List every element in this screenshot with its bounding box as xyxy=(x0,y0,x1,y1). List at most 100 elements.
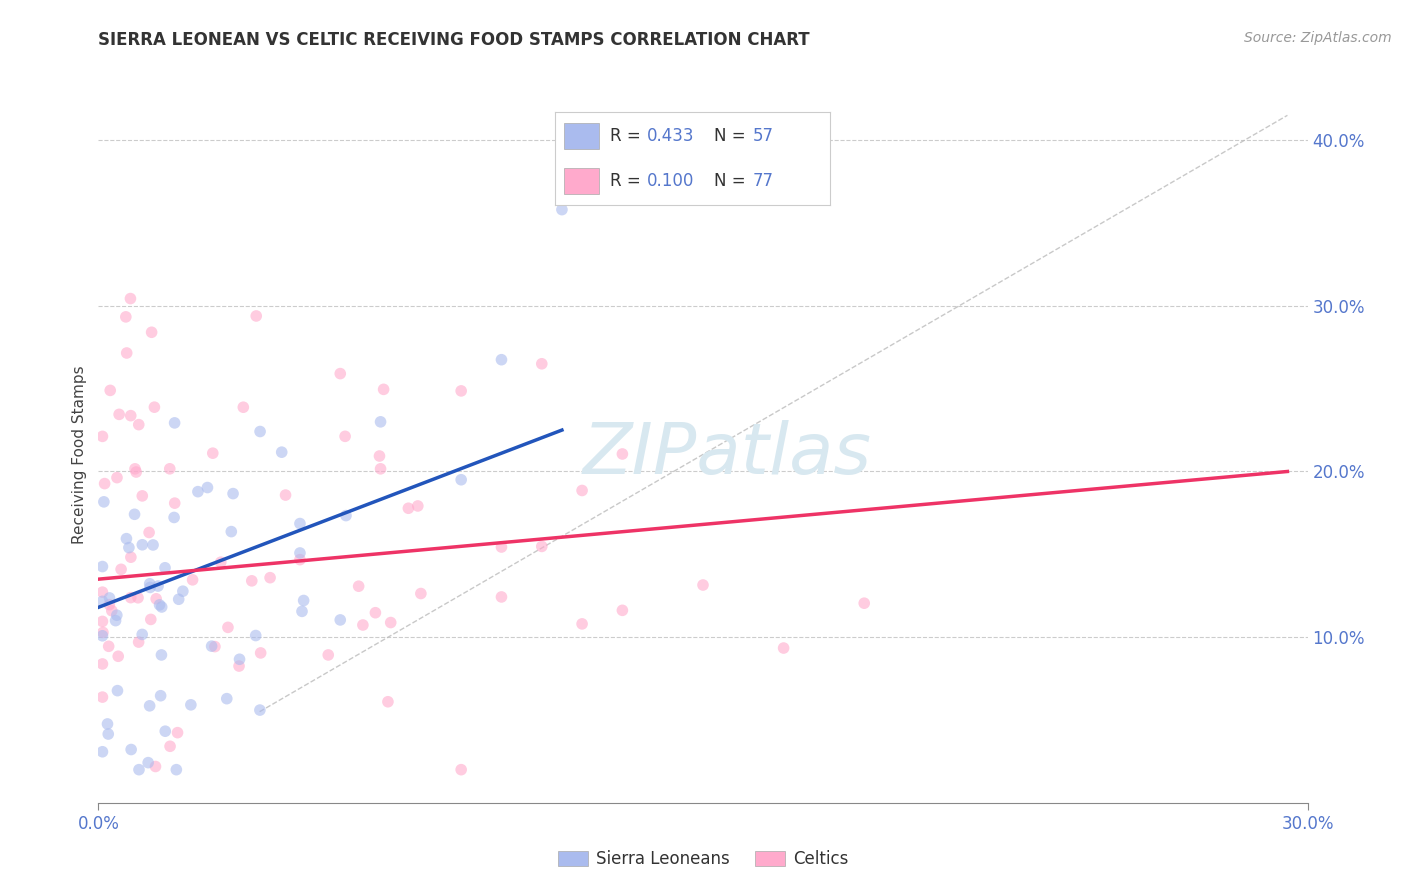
Point xyxy=(612,447,634,461)
Point xyxy=(335,508,357,523)
Point xyxy=(450,473,472,487)
Point xyxy=(93,495,115,509)
Point xyxy=(380,615,402,630)
Point xyxy=(288,552,311,566)
Point xyxy=(159,462,181,476)
Point xyxy=(333,429,356,443)
Point xyxy=(97,727,120,741)
Point xyxy=(142,538,165,552)
Point xyxy=(450,763,472,777)
Point xyxy=(131,538,153,552)
Point xyxy=(128,763,150,777)
Point xyxy=(114,310,136,324)
Point xyxy=(172,584,194,599)
Point xyxy=(352,618,374,632)
Point xyxy=(91,615,114,629)
Point xyxy=(128,635,150,649)
Point xyxy=(373,382,395,396)
Point xyxy=(259,571,281,585)
Point xyxy=(145,591,167,606)
Point xyxy=(138,576,160,591)
Point xyxy=(131,627,153,641)
Point xyxy=(551,202,574,217)
Point xyxy=(853,596,876,610)
Point xyxy=(201,446,224,460)
Point xyxy=(107,683,129,698)
Point xyxy=(124,508,146,522)
Point xyxy=(125,465,148,479)
Point xyxy=(249,703,271,717)
Point xyxy=(180,698,202,712)
Point xyxy=(181,573,204,587)
Point xyxy=(159,739,181,754)
Point xyxy=(150,648,173,662)
Point xyxy=(163,496,186,510)
Point xyxy=(104,614,127,628)
Point xyxy=(105,470,128,484)
Point xyxy=(146,579,169,593)
Point xyxy=(91,745,114,759)
Point xyxy=(148,598,170,612)
Point xyxy=(108,408,131,422)
Text: R =: R = xyxy=(610,127,647,145)
Text: 57: 57 xyxy=(752,127,773,145)
Point xyxy=(228,652,250,666)
Bar xyxy=(564,123,599,149)
Point xyxy=(91,657,114,671)
Point xyxy=(91,690,114,705)
Point xyxy=(364,606,387,620)
Point xyxy=(139,581,162,595)
Point xyxy=(692,578,714,592)
Point xyxy=(120,409,142,423)
Point xyxy=(107,649,129,664)
Point xyxy=(136,756,159,770)
Point xyxy=(249,425,271,439)
Point xyxy=(329,367,352,381)
Point xyxy=(120,292,142,306)
Point xyxy=(245,628,267,642)
Point xyxy=(370,415,392,429)
Point xyxy=(368,449,391,463)
Point xyxy=(187,484,209,499)
Point xyxy=(110,562,132,576)
Point xyxy=(124,462,146,476)
Bar xyxy=(564,168,599,194)
Point xyxy=(163,510,186,524)
Point xyxy=(138,698,160,713)
Point xyxy=(120,591,142,605)
Point xyxy=(772,640,794,655)
Point xyxy=(201,639,224,653)
Point xyxy=(115,346,138,360)
Point xyxy=(166,725,188,739)
Point xyxy=(155,724,177,739)
Point xyxy=(491,352,513,367)
Point xyxy=(149,689,172,703)
Point xyxy=(215,691,238,706)
Point xyxy=(98,598,121,612)
Point xyxy=(612,603,634,617)
Point xyxy=(530,540,553,554)
Text: ZIPatlas: ZIPatlas xyxy=(582,420,872,490)
Point xyxy=(406,499,429,513)
Point xyxy=(232,401,254,415)
Point xyxy=(98,384,121,398)
Point xyxy=(571,616,593,631)
Point xyxy=(288,516,311,531)
Point xyxy=(228,659,250,673)
Point xyxy=(131,489,153,503)
Point xyxy=(316,648,339,662)
Text: R =: R = xyxy=(610,172,647,190)
Point xyxy=(93,476,115,491)
Point xyxy=(347,579,370,593)
Point xyxy=(165,763,187,777)
Point xyxy=(115,532,138,546)
Y-axis label: Receiving Food Stamps: Receiving Food Stamps xyxy=(72,366,87,544)
Text: SIERRA LEONEAN VS CELTIC RECEIVING FOOD STAMPS CORRELATION CHART: SIERRA LEONEAN VS CELTIC RECEIVING FOOD … xyxy=(98,31,810,49)
Text: Source: ZipAtlas.com: Source: ZipAtlas.com xyxy=(1244,31,1392,45)
Point xyxy=(409,586,432,600)
Text: N =: N = xyxy=(714,172,751,190)
Point xyxy=(145,759,167,773)
Point xyxy=(91,559,114,574)
Legend: Sierra Leoneans, Celtics: Sierra Leoneans, Celtics xyxy=(551,843,855,874)
Point xyxy=(138,525,160,540)
